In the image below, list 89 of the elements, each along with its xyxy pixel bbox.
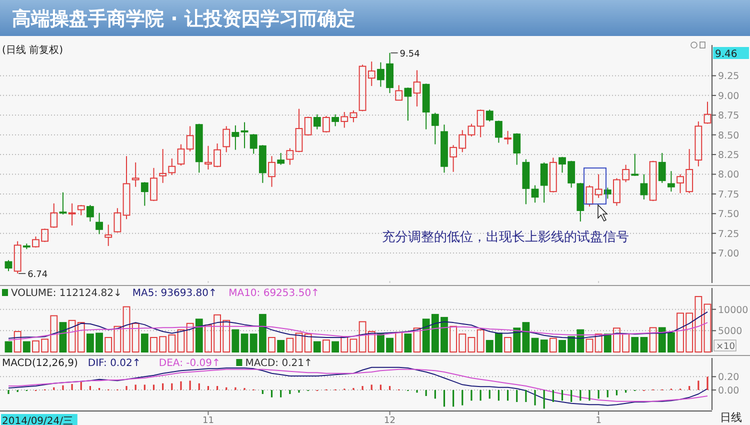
bar bbox=[268, 336, 276, 352]
bar bbox=[631, 336, 639, 352]
bar bbox=[177, 329, 185, 352]
y-tick-label: 7.25 bbox=[718, 228, 740, 240]
annotation: 充分调整的低位，出现长上影线的试盘信号 bbox=[382, 230, 629, 245]
bar bbox=[295, 332, 303, 352]
text: 9.46 bbox=[715, 49, 738, 60]
bar bbox=[340, 336, 348, 352]
candlestick bbox=[222, 126, 230, 153]
y-tick-label: 10000 bbox=[718, 304, 748, 316]
bar bbox=[594, 334, 602, 352]
bar bbox=[240, 334, 248, 352]
candlestick bbox=[277, 152, 285, 166]
bar bbox=[468, 336, 476, 352]
bar bbox=[304, 334, 312, 352]
bar bbox=[68, 320, 76, 352]
bar bbox=[531, 338, 539, 352]
bar bbox=[649, 327, 657, 352]
y-tick-label: 8.50 bbox=[718, 130, 740, 142]
bar bbox=[368, 331, 376, 352]
bar bbox=[504, 336, 512, 352]
y-tick-label: 7.50 bbox=[718, 209, 740, 220]
bar bbox=[413, 328, 421, 352]
bar bbox=[704, 304, 712, 352]
bar bbox=[122, 306, 130, 352]
bar bbox=[604, 334, 612, 352]
bar bbox=[195, 318, 203, 352]
x-tick-label: 1 bbox=[596, 416, 602, 425]
x-tick-label: 12 bbox=[384, 416, 396, 425]
candlestick bbox=[68, 202, 76, 226]
y-tick-label: 5000 bbox=[718, 326, 742, 338]
text: MA5: 93693.80↑ bbox=[132, 288, 217, 299]
chart-title: MACD(12,26,9) bbox=[2, 358, 78, 369]
candlestick bbox=[240, 122, 248, 149]
y-tick-label: 8.25 bbox=[718, 150, 740, 162]
y-tick-label: 0.00 bbox=[718, 386, 740, 396]
annotation: 9.54 bbox=[400, 49, 420, 60]
candlestick bbox=[413, 70, 421, 107]
bar bbox=[132, 322, 140, 352]
bar bbox=[395, 332, 403, 352]
bar bbox=[358, 321, 366, 352]
chart-subtitle: (日线 前复权) bbox=[2, 44, 64, 56]
candlestick bbox=[594, 174, 602, 198]
candlestick bbox=[159, 148, 167, 184]
bar bbox=[140, 334, 148, 352]
candlestick bbox=[640, 174, 648, 200]
text: 日线 bbox=[720, 411, 742, 424]
line-series bbox=[8, 311, 708, 339]
bar bbox=[232, 329, 240, 352]
legend-label: VOLUME: 112124.82↓ bbox=[11, 288, 122, 299]
bar bbox=[640, 336, 648, 352]
text: 2014/09/24/三 bbox=[2, 416, 74, 425]
y-tick-label: 9.25 bbox=[718, 71, 740, 82]
chart-title: 高端操盘手商学院 · 让投资因学习而确定 bbox=[12, 8, 356, 30]
y-tick-label: 7.75 bbox=[718, 189, 740, 200]
series-label: DIF: 0.02↑ bbox=[88, 358, 141, 369]
y-tick-label: 0.20 bbox=[718, 372, 740, 384]
text: MA10: 69253.50↑ bbox=[228, 288, 320, 299]
bar bbox=[286, 338, 294, 352]
bar bbox=[404, 334, 412, 352]
y-tick-label: 8.00 bbox=[718, 170, 740, 181]
bar bbox=[540, 340, 548, 352]
annotation: 6.74 bbox=[28, 270, 48, 280]
x-tick-label: 11 bbox=[202, 416, 214, 425]
bar bbox=[350, 338, 358, 352]
bar bbox=[186, 322, 194, 352]
bar bbox=[277, 340, 285, 352]
bar bbox=[586, 338, 594, 352]
bar bbox=[322, 340, 330, 352]
bar bbox=[332, 341, 340, 352]
bar bbox=[77, 322, 85, 352]
series-label: DEA: -0.09↑ bbox=[158, 358, 220, 369]
bar bbox=[549, 338, 557, 352]
candlestick bbox=[104, 224, 112, 246]
y-tick-label: 7.00 bbox=[718, 248, 740, 260]
y-tick-label: 8.75 bbox=[718, 110, 740, 122]
candlestick bbox=[132, 162, 140, 188]
bar bbox=[476, 329, 484, 352]
bar bbox=[14, 331, 22, 352]
candlestick bbox=[268, 156, 276, 188]
candlestick bbox=[232, 124, 240, 150]
line-series bbox=[8, 322, 708, 341]
legend-label: MACD: 0.21↑ bbox=[245, 358, 312, 369]
candlestick bbox=[368, 61, 376, 86]
y-tick-label: 9.00 bbox=[718, 90, 740, 102]
bar bbox=[313, 341, 321, 352]
y-axis-title: ×10 bbox=[716, 342, 736, 352]
bar bbox=[4, 341, 12, 352]
bar bbox=[22, 341, 30, 352]
